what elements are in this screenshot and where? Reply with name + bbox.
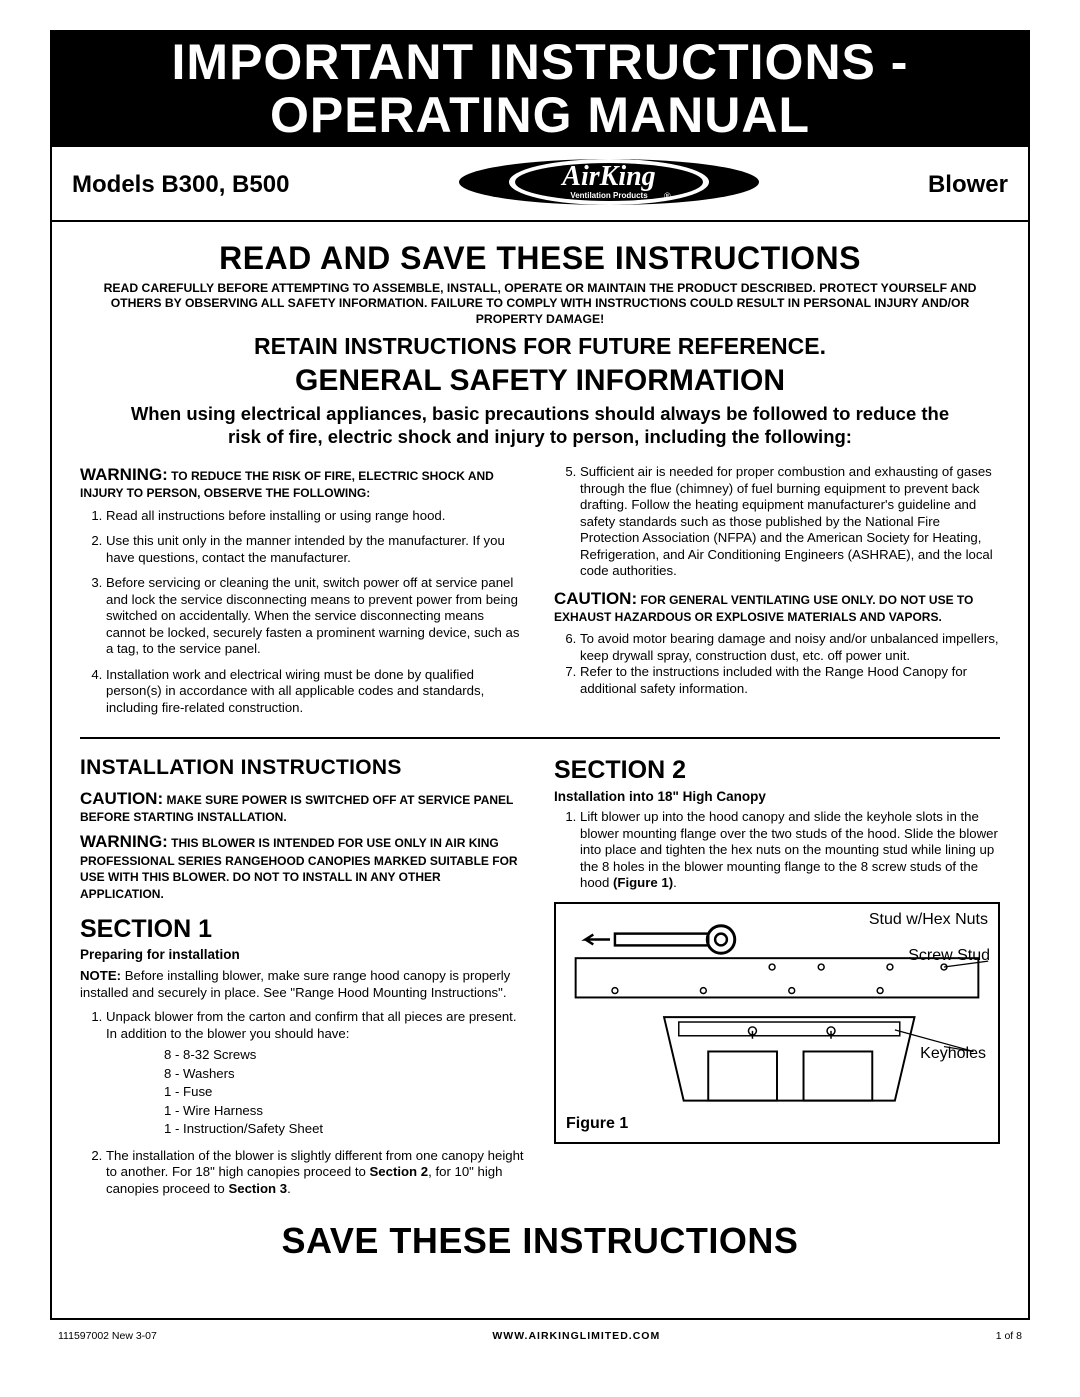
parts-item: 1 - Instruction/Safety Sheet (164, 1120, 526, 1138)
footer-url: WWW.AIRKINGLIMITED.COM (492, 1330, 660, 1342)
save-instructions-footer: SAVE THESE INSTRUCTIONS (76, 1220, 1004, 1262)
section1-item: Unpack blower from the carton and confir… (106, 1009, 526, 1138)
safety-item: Before servicing or cleaning the unit, s… (106, 575, 526, 658)
footer-left: 111597002 New 3-07 (58, 1330, 157, 1342)
page-footer: 111597002 New 3-07 WWW.AIRKINGLIMITED.CO… (50, 1320, 1030, 1342)
section2-heading: SECTION 2 (554, 755, 1000, 786)
safety-item: Use this unit only in the manner intende… (106, 533, 526, 566)
safety-item: Installation work and electrical wiring … (106, 667, 526, 717)
callout-stud: Stud w/Hex Nuts (869, 910, 988, 930)
warning-line-left: WARNING: TO REDUCE THE RISK OF FIRE, ELE… (80, 464, 526, 502)
model-row: Models B300, B500 AirKing Ventilation Pr… (52, 147, 1028, 222)
safety-item: Refer to the instructions included with … (580, 664, 1000, 697)
warning-word: WARNING: (80, 832, 168, 851)
section1-item1-text: Unpack blower from the carton and confir… (106, 1009, 516, 1041)
caution-word: CAUTION: (554, 589, 637, 608)
product-label: Blower (928, 171, 1008, 199)
section2-list: Lift blower up into the hood canopy and … (554, 809, 1000, 892)
install-caution: CAUTION: MAKE SURE POWER IS SWITCHED OFF… (80, 788, 526, 826)
banner-line-1: IMPORTANT INSTRUCTIONS - (52, 36, 1028, 89)
parts-list: 8 - 8-32 Screws 8 - Washers 1 - Fuse 1 -… (106, 1046, 526, 1138)
caution-line-right: CAUTION: FOR GENERAL VENTILATING USE ONL… (554, 588, 1000, 626)
svg-text:®: ® (664, 191, 671, 201)
safety-item: Read all instructions before installing … (106, 508, 526, 525)
install-col-left: INSTALLATION INSTRUCTIONS CAUTION: MAKE … (80, 755, 526, 1206)
warning-word: WARNING: (80, 465, 168, 484)
parts-item: 1 - Fuse (164, 1083, 526, 1101)
section1-list: Unpack blower from the carton and confir… (80, 1009, 526, 1197)
section1-note: NOTE: Before installing blower, make sur… (80, 968, 526, 1001)
retain-heading: RETAIN INSTRUCTIONS FOR FUTURE REFERENCE… (76, 333, 1004, 360)
footer-page: 1 of 8 (996, 1330, 1022, 1342)
logo-subtext: Ventilation Products (570, 191, 648, 200)
parts-item: 8 - Washers (164, 1065, 526, 1083)
s1i2e: . (287, 1181, 291, 1196)
page-border: IMPORTANT INSTRUCTIONS - OPERATING MANUA… (50, 30, 1030, 1320)
section1-item: The installation of the blower is slight… (106, 1148, 526, 1198)
s1i2b: Section 2 (369, 1164, 428, 1179)
general-safety-heading: GENERAL SAFETY INFORMATION (76, 364, 1004, 398)
safety-columns: WARNING: TO REDUCE THE RISK OF FIRE, ELE… (76, 458, 1004, 731)
s2i1c: . (673, 875, 677, 890)
figure-1-svg (556, 904, 998, 1142)
note-rest: Before installing blower, make sure rang… (80, 968, 510, 1000)
logo-text: AirKing (560, 161, 655, 192)
parts-item: 8 - 8-32 Screws (164, 1046, 526, 1064)
safety-col-left: WARNING: TO REDUCE THE RISK OF FIRE, ELE… (80, 464, 526, 725)
safety-list-right-b: To avoid motor bearing damage and noisy … (554, 631, 1000, 697)
parts-item: 1 - Wire Harness (164, 1102, 526, 1120)
safety-col-right: Sufficient air is needed for proper comb… (554, 464, 1000, 725)
install-col-right: SECTION 2 Installation into 18" High Can… (554, 755, 1000, 1206)
section1-sub: Preparing for installation (80, 947, 526, 964)
safety-item: To avoid motor bearing damage and noisy … (580, 631, 1000, 664)
brand-logo: AirKing Ventilation Products ® (454, 157, 764, 212)
figure-1: Stud w/Hex Nuts Screw Stud Keyholes Figu… (554, 902, 1000, 1144)
install-warning: WARNING: THIS BLOWER IS INTENDED FOR USE… (80, 831, 526, 902)
callout-screwstud: Screw Stud (908, 946, 990, 966)
figure-label: Figure 1 (566, 1114, 628, 1134)
note-word: NOTE: (80, 968, 121, 983)
divider (80, 737, 1000, 739)
section2-item: Lift blower up into the hood canopy and … (580, 809, 1000, 892)
read-save-heading: READ AND SAVE THESE INSTRUCTIONS (76, 240, 1004, 277)
content-area: READ AND SAVE THESE INSTRUCTIONS READ CA… (52, 222, 1028, 1272)
title-banner: IMPORTANT INSTRUCTIONS - OPERATING MANUA… (52, 32, 1028, 147)
s1i2d: Section 3 (228, 1181, 287, 1196)
disclaimer-text: READ CAREFULLY BEFORE ATTEMPTING TO ASSE… (86, 281, 994, 327)
general-safety-subtext: When using electrical appliances, basic … (116, 402, 964, 448)
caution-word: CAUTION: (80, 789, 163, 808)
banner-line-2: OPERATING MANUAL (52, 89, 1028, 142)
s2i1b: (Figure 1) (613, 875, 673, 890)
callout-keyholes: Keyholes (920, 1044, 986, 1064)
section2-sub: Installation into 18" High Canopy (554, 789, 1000, 806)
safety-list-left: Read all instructions before installing … (80, 508, 526, 717)
safety-list-right-a: Sufficient air is needed for proper comb… (554, 464, 1000, 580)
install-heading: INSTALLATION INSTRUCTIONS (80, 755, 526, 781)
safety-item: Sufficient air is needed for proper comb… (580, 464, 1000, 580)
models-label: Models B300, B500 (72, 171, 289, 199)
install-columns: INSTALLATION INSTRUCTIONS CAUTION: MAKE … (76, 749, 1004, 1212)
section1-heading: SECTION 1 (80, 914, 526, 945)
